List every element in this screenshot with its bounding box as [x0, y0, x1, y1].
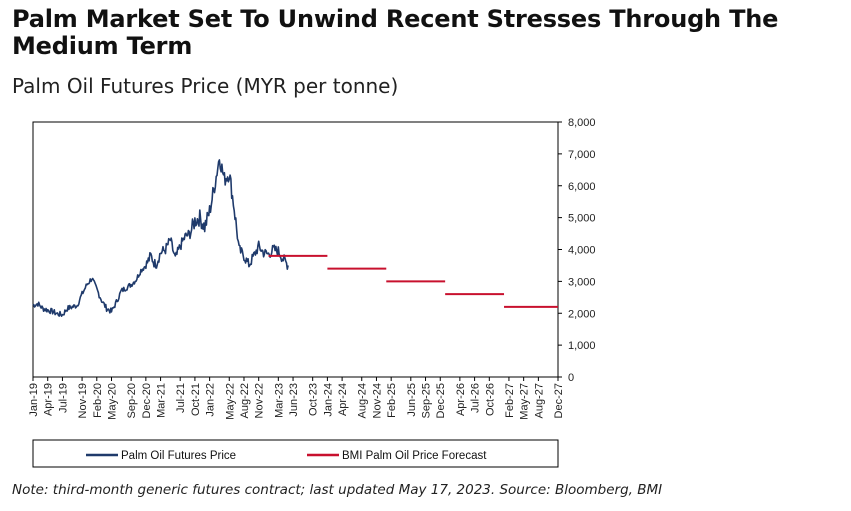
y-tick-label: 6,000: [568, 181, 596, 193]
page-title: Palm Market Set To Unwind Recent Stresse…: [12, 5, 779, 60]
x-tick-label: May-20: [107, 383, 119, 420]
x-tick-label: May-27: [519, 383, 531, 420]
y-tick-label: 0: [568, 372, 574, 384]
x-tick-label: Mar-23: [273, 383, 285, 418]
x-tick-label: Jun-23: [288, 383, 300, 417]
x-tick-label: Jul-21: [175, 383, 187, 413]
x-tick-label: Aug-24: [357, 383, 369, 418]
x-tick-label: Feb-27: [504, 383, 516, 418]
y-tick-label: 4,000: [568, 245, 596, 257]
x-tick-label: Aug-27: [533, 383, 545, 418]
plot-area: [32, 121, 559, 378]
x-tick-label: Aug-22: [239, 383, 251, 418]
source-note: Note: third-month generic futures contra…: [12, 482, 663, 498]
x-tick-label: Jul-19: [57, 383, 69, 413]
chart: 0 1,000 2,000 3,000 4,000 5,000 6,000 7,000 8,00…: [28, 117, 596, 468]
x-tick-label: Feb-20: [92, 383, 104, 418]
chart-subtitle: Palm Oil Futures Price (MYR per tonne): [12, 74, 399, 98]
x-tick-label: Nov-22: [254, 383, 266, 418]
y-tick-label: 8,000: [568, 117, 596, 129]
y-tick-label: 5,000: [568, 213, 596, 225]
y-tick-label: 2,000: [568, 308, 596, 320]
x-tick-label: Sep-25: [421, 383, 433, 418]
legend-box: [32, 439, 559, 468]
x-tick-label: Jun-25: [406, 383, 418, 417]
x-tick-label: Oct-23: [308, 383, 320, 416]
x-tick-label: Feb-25: [386, 383, 398, 418]
x-tick-label: Jan-24: [322, 383, 334, 417]
x-tick-label: Apr-24: [337, 383, 349, 416]
x-tick-label: Jan-19: [28, 383, 40, 417]
y-tick-label: 1,000: [568, 340, 596, 352]
axes: 0 1,000 2,000 3,000 4,000 5,000 6,000 7,000 8,00…: [28, 117, 596, 420]
y-tick-label: 7,000: [568, 149, 596, 161]
x-tick-label: Sep-20: [126, 383, 138, 418]
futures-price-line: [32, 159, 289, 317]
x-tick-label: Apr-19: [43, 383, 55, 416]
y-tick-label: 3,000: [568, 276, 596, 288]
x-tick-label: Dec-25: [435, 383, 447, 418]
x-tick-label: Jan-22: [205, 383, 217, 417]
legend-label-forecast: BMI Palm Oil Price Forecast: [342, 450, 487, 462]
x-tick-label: Jul-26: [470, 383, 482, 413]
x-tick-label: Dec-20: [141, 383, 153, 418]
legend-label-futures: Palm Oil Futures Price: [121, 450, 236, 462]
x-tick-label: Nov-19: [77, 383, 89, 418]
x-tick-label: Mar-21: [156, 383, 168, 418]
x-tick-label: Oct-26: [484, 383, 496, 416]
x-tick-label: Nov-24: [371, 383, 383, 418]
x-tick-label: Dec-27: [553, 383, 565, 418]
series-layer: [32, 159, 558, 317]
x-tick-label: Apr-26: [455, 383, 467, 416]
x-tick-label: Oct-21: [190, 383, 202, 416]
x-tick-label: May-22: [224, 383, 236, 420]
